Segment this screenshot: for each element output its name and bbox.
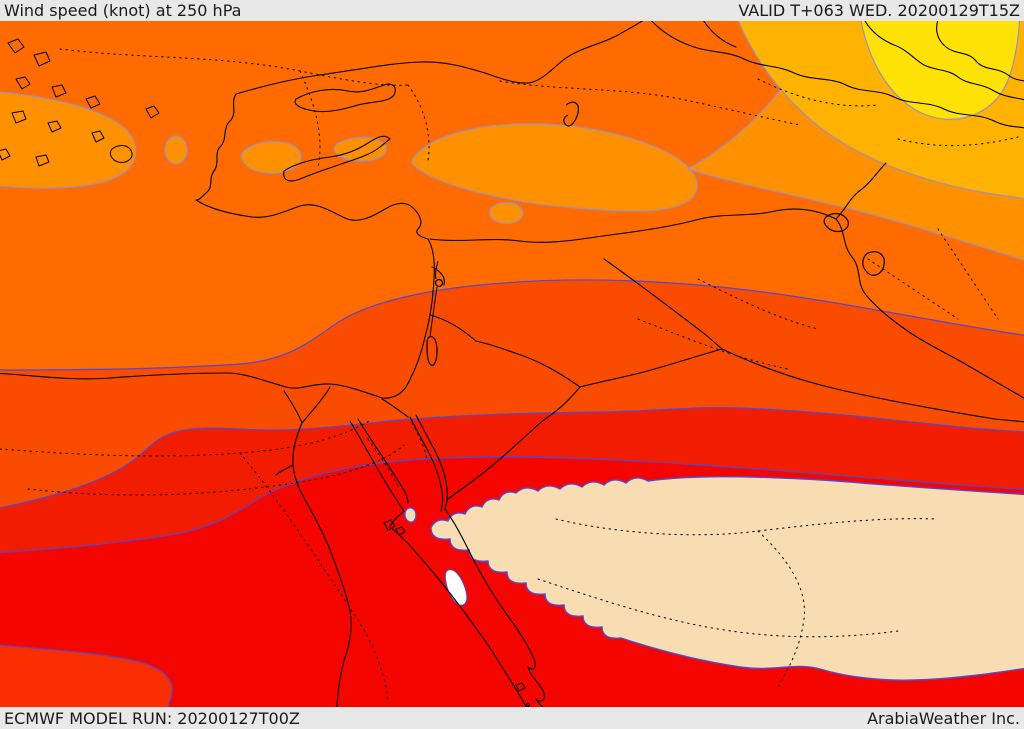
lake-van (823, 212, 849, 233)
country-borders (381, 21, 1024, 500)
model-run-label: ECMWF MODEL RUN: 20200127T00Z (4, 708, 300, 728)
admin-dotted-lines (0, 48, 1019, 704)
dead-sea (426, 336, 438, 366)
jet-core-region (404, 476, 1024, 681)
sea-of-galilee (434, 278, 444, 288)
lake-tuz (563, 101, 579, 127)
top-title-bar: Wind speed (knot) at 250 hPa VALID T+063… (0, 0, 1024, 21)
islands-and-lakes (0, 38, 885, 707)
coastlines (0, 21, 644, 707)
bottom-info-bar: ECMWF MODEL RUN: 20200127T00Z ArabiaWeat… (0, 707, 1024, 729)
map-title: Wind speed (knot) at 250 hPa (4, 1, 242, 20)
jet-max-white-core (444, 569, 468, 606)
jet-core-speck (404, 507, 417, 523)
lake-urmia (862, 251, 885, 276)
attribution-label: ArabiaWeather Inc. (867, 708, 1020, 728)
band-corner-red (0, 644, 173, 707)
valid-time-label: VALID T+063 WED. 20200129T15Z (738, 1, 1020, 20)
wind-speed-map (0, 21, 1024, 707)
